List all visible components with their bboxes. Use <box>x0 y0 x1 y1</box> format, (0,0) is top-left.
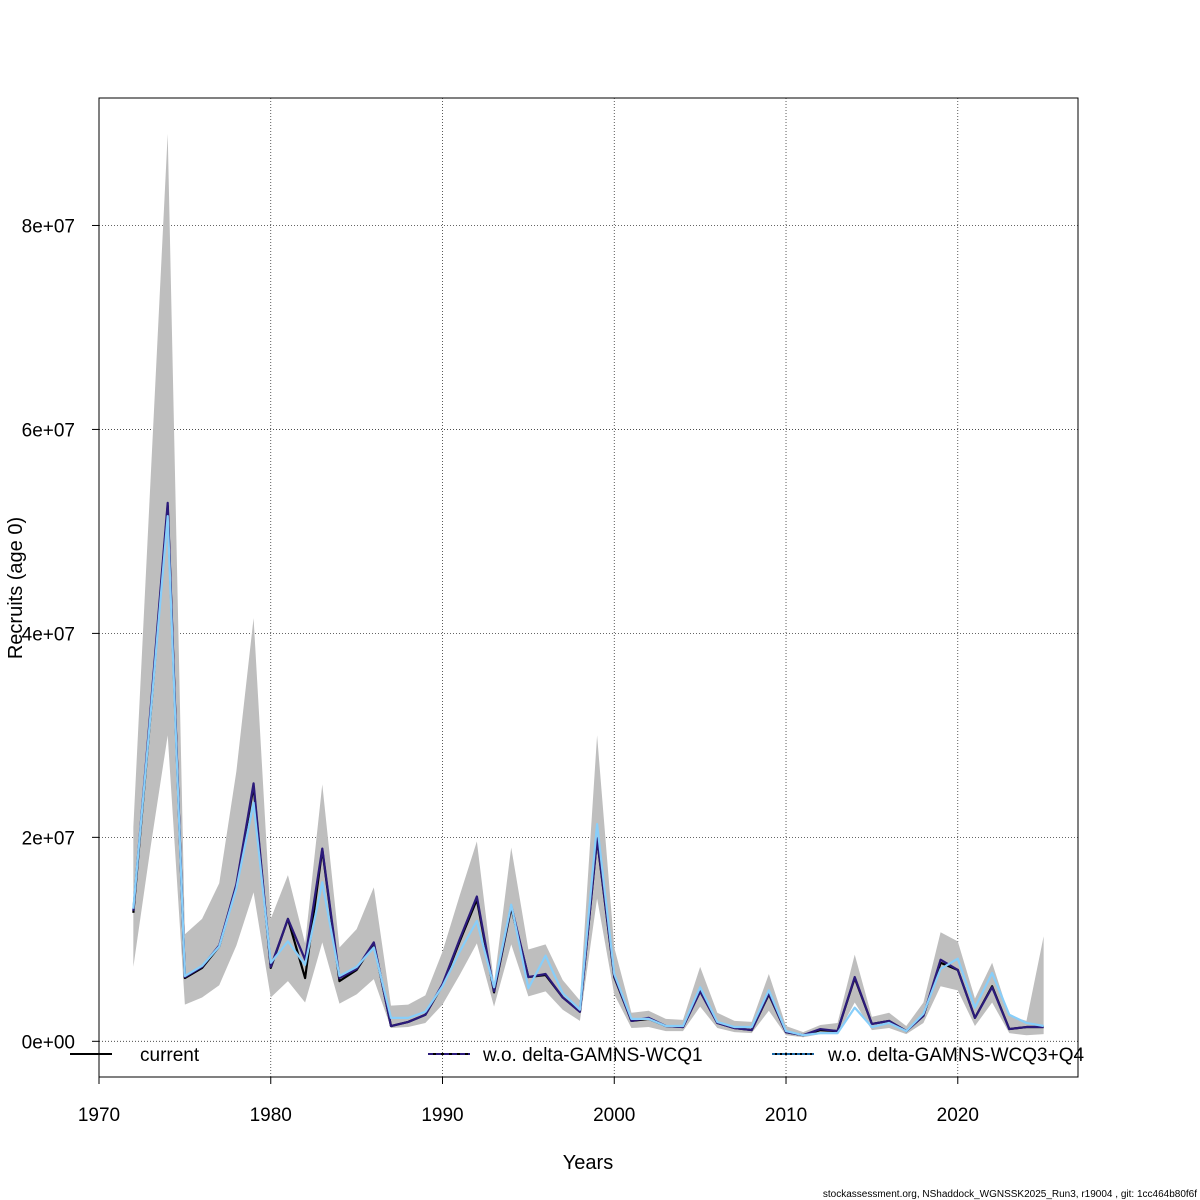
footer-note: stockassessment.org, NShaddock_WGNSSK202… <box>823 1189 1197 1200</box>
series-line-3 <box>132 515 1044 1037</box>
x-tick-label-1970: 1970 <box>78 1105 120 1126</box>
legend: current w.o. delta-GAMNS-WCQ1 w.o. delta-G… <box>70 1045 1084 1066</box>
confidence-band <box>133 133 1044 1038</box>
x-tick-label-2000: 2000 <box>593 1105 635 1126</box>
x-tick-label-2010: 2010 <box>765 1105 807 1126</box>
x-tick-label-1990: 1990 <box>421 1105 463 1126</box>
series-lines <box>132 501 1044 1037</box>
x-axis-title: Years <box>563 1152 613 1174</box>
legend-label-3: w.o. delta-GAMNS-WCQ3+Q4 <box>827 1045 1084 1066</box>
y-tick-label-1: 2e+07 <box>22 828 75 849</box>
y-axis: 0e+00 2e+07 4e+07 6e+07 8e+07 <box>22 216 100 1053</box>
confidence-band-area <box>133 133 1044 1038</box>
x-tick-label-1980: 1980 <box>250 1105 292 1126</box>
y-tick-label-4: 8e+07 <box>22 216 75 237</box>
y-axis-title: Recruits (age 0) <box>5 517 27 659</box>
y-tick-label-2: 4e+07 <box>22 624 75 645</box>
legend-label-1: current <box>140 1045 200 1066</box>
y-tick-label-0: 0e+00 <box>22 1032 75 1053</box>
x-axis: 1970 1980 1990 2000 2010 2020 <box>78 1076 979 1126</box>
x-tick-label-2020: 2020 <box>937 1105 979 1126</box>
y-tick-label-3: 6e+07 <box>22 420 75 441</box>
legend-label-2: w.o. delta-GAMNS-WCQ1 <box>482 1045 703 1066</box>
